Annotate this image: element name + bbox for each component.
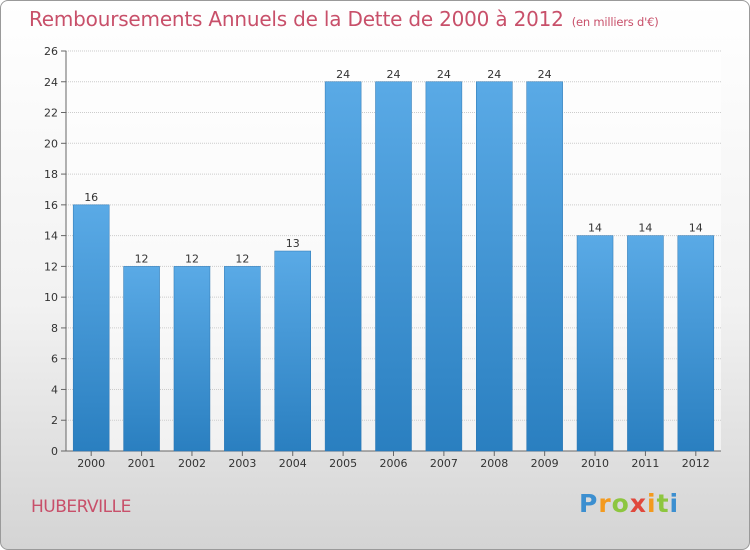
value-label-2003: 12	[235, 252, 249, 265]
value-label-2007: 24	[437, 68, 451, 81]
value-label-2011: 14	[638, 222, 652, 235]
x-tick-label-2005: 2005	[329, 457, 357, 470]
value-label-2009: 24	[538, 68, 552, 81]
chart-subtitle: (en milliers d'€)	[571, 15, 659, 29]
y-tick-label: 16	[44, 199, 58, 212]
bar-2001	[123, 266, 160, 452]
bar-2002	[173, 266, 211, 452]
x-tick-label-2008: 2008	[480, 457, 508, 470]
value-label-2001: 12	[135, 252, 149, 265]
y-tick-label: 18	[44, 168, 58, 181]
proxiti-logo: Proxiti	[579, 489, 680, 518]
chart-title: Remboursements Annuels de la Dette de 20…	[29, 7, 659, 31]
bar-2012	[677, 235, 715, 452]
value-label-2000: 16	[84, 191, 98, 204]
y-tick-label: 26	[44, 45, 58, 58]
x-tick-label-2012: 2012	[682, 457, 710, 470]
bar-2004	[274, 250, 311, 452]
x-tick-label-2010: 2010	[581, 457, 609, 470]
y-tick-label: 24	[44, 76, 58, 89]
bar-2009	[526, 81, 563, 452]
y-tick-label: 8	[51, 322, 58, 335]
x-tick-label-2009: 2009	[531, 457, 559, 470]
value-label-2005: 24	[336, 68, 350, 81]
x-tick-label-2004: 2004	[279, 457, 307, 470]
bar-2007	[425, 81, 463, 452]
value-label-2002: 12	[185, 252, 199, 265]
x-tick-label-2000: 2000	[77, 457, 105, 470]
chart-title-text: Remboursements Annuels de la Dette de 20…	[29, 7, 564, 31]
x-tick-label-2002: 2002	[178, 457, 206, 470]
x-tick-label-2007: 2007	[430, 457, 458, 470]
bar-2003	[224, 266, 261, 452]
y-tick-label: 6	[51, 353, 58, 366]
y-tick-label: 0	[51, 445, 58, 458]
x-tick-label-2001: 2001	[128, 457, 156, 470]
commune-name: HUBERVILLE	[31, 497, 131, 517]
y-tick-label: 14	[44, 230, 58, 243]
value-label-2012: 14	[689, 222, 703, 235]
x-tick-label-2003: 2003	[228, 457, 256, 470]
x-tick-label-2006: 2006	[380, 457, 408, 470]
bar-2008	[476, 81, 513, 452]
value-label-2006: 24	[387, 68, 401, 81]
bar-2011	[627, 235, 664, 452]
value-label-2004: 13	[286, 237, 300, 250]
y-tick-label: 2	[51, 414, 58, 427]
value-label-2010: 14	[588, 222, 602, 235]
y-tick-label: 10	[44, 291, 58, 304]
x-tick-label-2011: 2011	[631, 457, 659, 470]
y-tick-label: 22	[44, 107, 58, 120]
bar-2000	[72, 204, 110, 452]
y-tick-label: 4	[51, 383, 58, 396]
bar-2010	[576, 235, 614, 452]
y-tick-label: 20	[44, 137, 58, 150]
bar-2006	[375, 81, 412, 452]
y-tick-label: 12	[44, 260, 58, 273]
value-label-2008: 24	[487, 68, 501, 81]
bar-2005	[324, 81, 362, 452]
